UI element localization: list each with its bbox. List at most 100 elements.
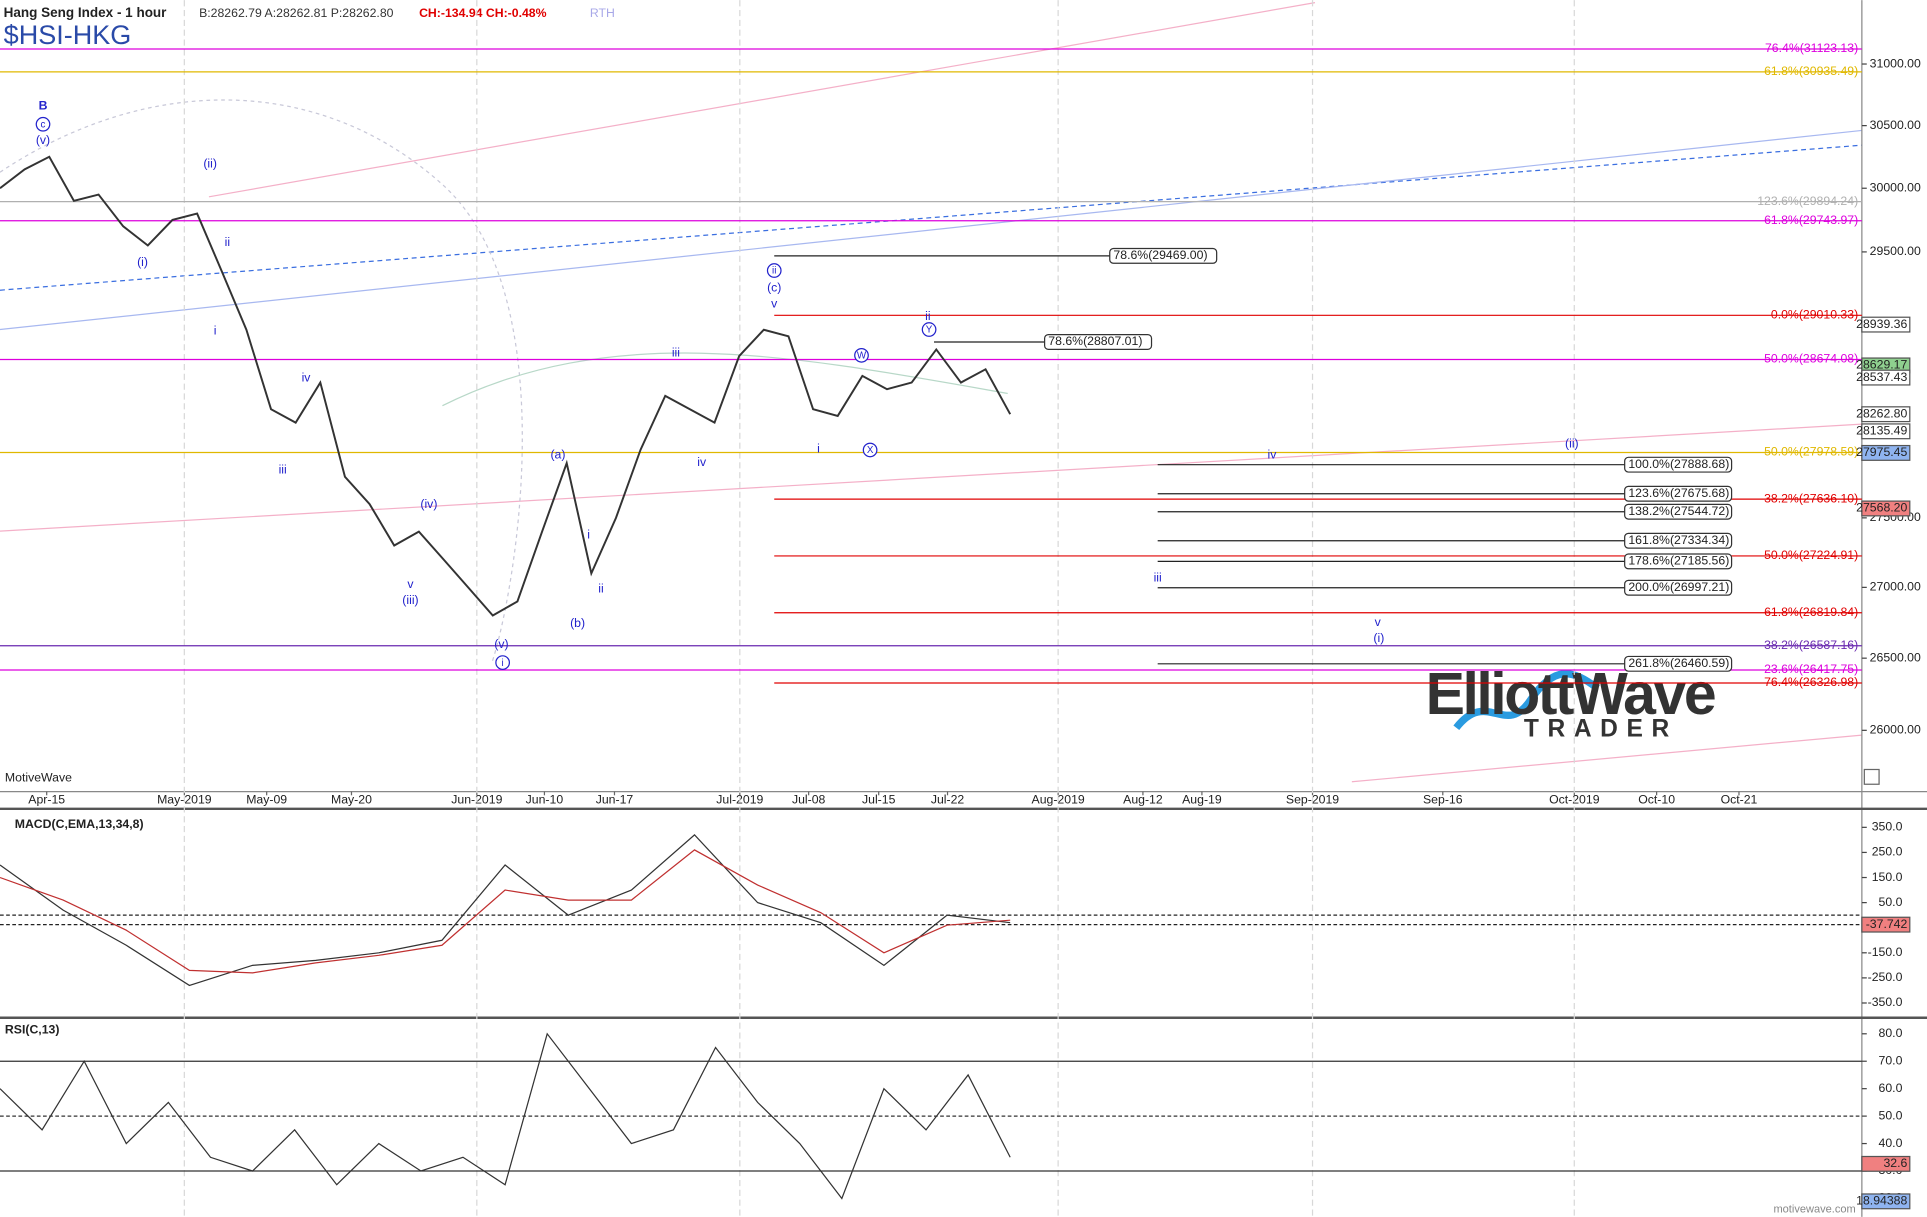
price-tag-label: 28537.43 xyxy=(1856,370,1907,384)
y-tick-label: 50.0 xyxy=(1879,895,1903,909)
symbol: $HSI-HKG xyxy=(4,20,132,50)
fib-box xyxy=(1624,485,1733,502)
fib-box xyxy=(1043,333,1153,350)
fib-box-label: 161.8%(27334.34) xyxy=(1628,533,1729,547)
price-tag xyxy=(1861,316,1911,333)
y-tick-label: 30500.00 xyxy=(1870,118,1921,132)
wave-label: ii xyxy=(772,266,776,277)
wave-label: ii xyxy=(925,309,930,323)
price-tag xyxy=(1861,1193,1911,1210)
fib-box-label: 123.6%(27675.68) xyxy=(1628,486,1729,500)
wave-circle xyxy=(495,655,511,670)
price-tag-label: 27568.20 xyxy=(1856,501,1907,515)
x-tick-label: Aug-12 xyxy=(1123,792,1163,806)
price-line xyxy=(0,155,1012,617)
logo-brand: ElliottWave xyxy=(1426,662,1715,727)
macd-line xyxy=(0,834,1011,987)
session: RTH xyxy=(590,6,615,20)
fib-box-label: 138.2%(27544.72) xyxy=(1628,504,1729,518)
fib-label: 0.0%(29010.33) xyxy=(1771,308,1858,322)
price-tag xyxy=(1861,1155,1911,1172)
fib-box xyxy=(1624,456,1733,473)
wave-label: (v) xyxy=(494,637,508,651)
panel-title: MACD(C,EMA,13,34,8) xyxy=(15,817,144,831)
wave-label: v xyxy=(407,577,414,591)
wave-circle xyxy=(862,442,878,458)
fib-box-label: 100.0%(27888.68) xyxy=(1628,457,1729,471)
wave-label: iv xyxy=(302,370,312,384)
y-tick-label: 250.0 xyxy=(1872,845,1903,859)
y-tick-label: 30000.00 xyxy=(1870,180,1921,194)
wave-label: iii xyxy=(1154,571,1162,585)
wave-label: iv xyxy=(697,455,707,469)
fib-box xyxy=(1624,579,1733,596)
price-tag-label: -37.742 xyxy=(1866,917,1908,931)
x-tick-label: Jul-08 xyxy=(792,792,826,806)
price-tag xyxy=(1861,369,1911,386)
wave-label: (ii) xyxy=(203,156,217,170)
signal-line xyxy=(0,849,1011,974)
x-tick-label: Jul-22 xyxy=(931,792,965,806)
y-tick-label: -350.0 xyxy=(1868,995,1903,1009)
logo-sub: TRADER xyxy=(1524,716,1678,743)
wave-label: c xyxy=(41,120,46,131)
fib-box-label: 261.8%(26460.59) xyxy=(1628,656,1729,670)
wave-label: (a) xyxy=(550,448,565,462)
trend-line xyxy=(0,144,1862,291)
price-tag-label: 32.6 xyxy=(1883,1156,1907,1170)
channel-curve xyxy=(442,352,1008,407)
fib-label: 23.6%(26417.75) xyxy=(1764,662,1858,676)
y-tick-label: 26000.00 xyxy=(1870,723,1921,737)
wave-label: (i) xyxy=(1373,631,1384,645)
wave-label: iv xyxy=(1268,448,1278,462)
rsi-line xyxy=(0,1032,1011,1200)
y-tick-label: 50.0 xyxy=(1879,1108,1903,1122)
wave-label: Y xyxy=(926,325,933,336)
price-tag xyxy=(1861,444,1911,461)
fib-box-label: 200.0%(26997.21) xyxy=(1628,580,1729,594)
x-tick-label: Apr-15 xyxy=(28,792,65,806)
wave-label: (b) xyxy=(570,616,585,630)
y-tick-label: 29500.00 xyxy=(1870,244,1921,258)
y-tick-label: 26500.00 xyxy=(1870,650,1921,664)
fib-box xyxy=(1624,503,1733,520)
fib-box-label: 178.6%(27185.56) xyxy=(1628,554,1729,568)
wave-label: i xyxy=(817,442,820,456)
trend-line xyxy=(208,2,1316,198)
y-tick-label: 27000.00 xyxy=(1870,580,1921,594)
wave-label: v xyxy=(771,297,778,311)
fib-label: 38.2%(27636.10) xyxy=(1764,491,1858,505)
fib-box-label: 78.6%(28807.01) xyxy=(1048,334,1142,348)
price-tag-label: 27975.45 xyxy=(1856,445,1907,459)
settings-icon xyxy=(1863,768,1880,785)
price-tag xyxy=(1861,500,1911,517)
wave-label: ii xyxy=(598,582,603,596)
wave-label: i xyxy=(587,528,590,542)
fib-label: 38.2%(26587.16) xyxy=(1764,638,1858,652)
y-tick-label: 40.0 xyxy=(1879,1136,1903,1150)
chart-title: Hang Seng Index - 1 hour xyxy=(4,5,168,20)
y-tick-label: -150.0 xyxy=(1868,945,1903,959)
fib-box xyxy=(1624,655,1733,672)
wave-circle xyxy=(35,116,51,132)
y-tick-label: 80.0 xyxy=(1879,1026,1903,1040)
fib-label: 61.8%(29743.97) xyxy=(1764,213,1858,227)
logo-swoosh xyxy=(1453,670,1600,731)
wave-label: ii xyxy=(225,235,230,249)
channel-curve xyxy=(0,99,523,664)
y-tick-label: -250.0 xyxy=(1868,970,1903,984)
wave-circle xyxy=(766,263,782,278)
wave-label: (c) xyxy=(767,281,781,295)
fib-label: 61.8%(26819.84) xyxy=(1764,605,1858,619)
y-tick-label: 350.0 xyxy=(1872,820,1903,834)
price-tag-label: 28262.80 xyxy=(1856,406,1907,420)
x-tick-label: Oct-10 xyxy=(1638,792,1675,806)
y-tick-label: 31000.00 xyxy=(1870,56,1921,70)
fib-box-label: 78.6%(29469.00) xyxy=(1113,248,1207,262)
wave-label: i xyxy=(214,324,217,338)
wave-label: (iii) xyxy=(402,593,418,607)
fib-label: 76.4%(31123.13) xyxy=(1765,41,1858,55)
wave-circle xyxy=(854,347,869,363)
